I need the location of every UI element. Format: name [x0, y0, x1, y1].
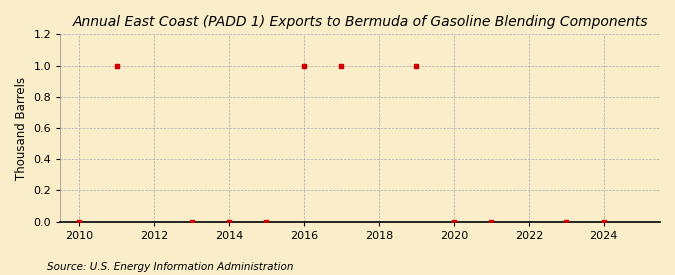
Title: Annual East Coast (PADD 1) Exports to Bermuda of Gasoline Blending Components: Annual East Coast (PADD 1) Exports to Be… — [72, 15, 648, 29]
Point — [561, 219, 572, 224]
Point — [74, 219, 84, 224]
Y-axis label: Thousand Barrels: Thousand Barrels — [15, 76, 28, 180]
Text: Source: U.S. Energy Information Administration: Source: U.S. Energy Information Administ… — [47, 262, 294, 272]
Point — [298, 63, 309, 68]
Point — [448, 219, 459, 224]
Point — [486, 219, 497, 224]
Point — [336, 63, 347, 68]
Point — [411, 63, 422, 68]
Point — [223, 219, 234, 224]
Point — [186, 219, 197, 224]
Point — [261, 219, 272, 224]
Point — [111, 63, 122, 68]
Point — [598, 219, 609, 224]
